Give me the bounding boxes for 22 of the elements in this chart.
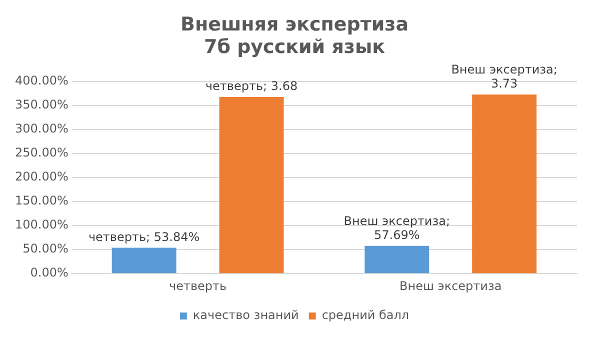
y-tick-label: 0.00%	[30, 266, 68, 280]
data-label: четверть; 53.84%	[88, 230, 200, 244]
y-tick-label: 200.00%	[15, 170, 68, 184]
bar	[472, 94, 537, 274]
y-tick-label: 350.00%	[15, 98, 68, 112]
bar	[112, 248, 176, 274]
y-tick-label: 250.00%	[15, 146, 68, 160]
y-tick-label: 300.00%	[15, 122, 68, 136]
data-label: Внеш эксертиза; 3.73	[451, 62, 558, 91]
y-tick-label: 50.00%	[22, 242, 68, 256]
data-label: четверть; 3.68	[205, 79, 298, 94]
y-tick-label: 100.00%	[15, 218, 68, 232]
bar	[364, 246, 430, 274]
data-label: Внеш эксертиза; 57.69%	[344, 214, 450, 242]
y-tick-label: 400.00%	[15, 74, 68, 88]
x-tick-label: Внеш эксертиза	[399, 278, 502, 293]
legend-label: средний балл	[322, 308, 410, 322]
x-tick-label: четверть	[168, 278, 227, 293]
bar	[219, 96, 284, 274]
y-tick-label: 150.00%	[15, 194, 68, 208]
chart-title: Внешняя экспертиза 7б русский язык	[180, 13, 409, 58]
legend-label: качество знаний	[192, 308, 299, 322]
